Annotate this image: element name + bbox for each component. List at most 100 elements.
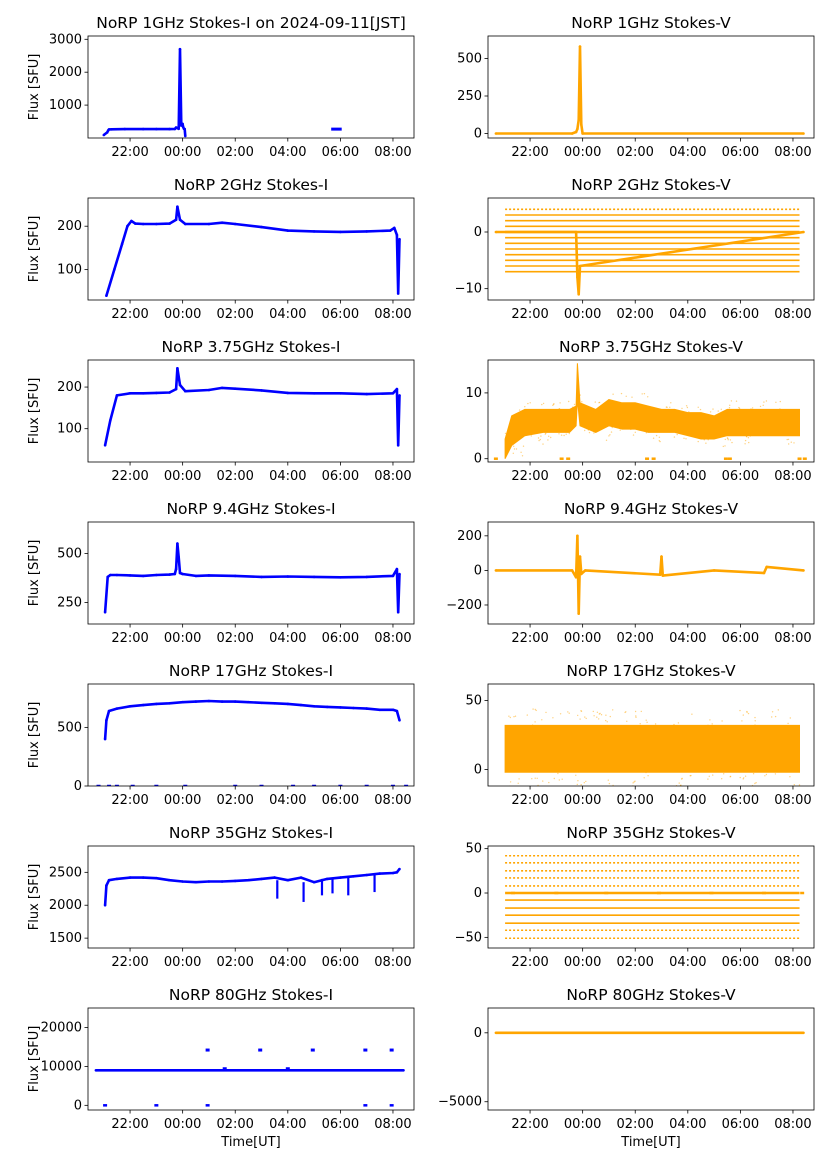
- data-point: [194, 880, 198, 884]
- data-point: [583, 782, 585, 784]
- data-point: [105, 719, 108, 722]
- data-point: [744, 443, 746, 445]
- data-point: [389, 229, 392, 232]
- data-point: [398, 867, 401, 871]
- data-point: [115, 877, 119, 881]
- data-point: [577, 293, 580, 296]
- chart-title: NoRP 9.4GHz Stokes-V: [564, 500, 739, 518]
- data-point: [233, 387, 237, 391]
- x-tick-label: 06:00: [322, 307, 359, 322]
- data-point: [141, 703, 145, 707]
- data-point: [107, 709, 111, 713]
- data-point: [751, 407, 754, 409]
- data-point: [396, 610, 400, 614]
- plot-area: [494, 45, 805, 135]
- x-tick-label: 08:00: [774, 145, 811, 160]
- data-point: [513, 448, 516, 450]
- data-point: [531, 724, 534, 726]
- data-point: [325, 705, 329, 709]
- data-point: [754, 782, 756, 785]
- data-point: [643, 393, 646, 395]
- data-point: [774, 773, 777, 775]
- x-tick-label: 02:00: [216, 793, 253, 808]
- data-point: [541, 403, 543, 406]
- data-point: [697, 440, 699, 443]
- data-point: [568, 400, 570, 403]
- data-point: [708, 775, 710, 777]
- data-point: [513, 445, 515, 447]
- data-point: [570, 569, 574, 572]
- x-tick-label: 04:00: [669, 307, 706, 322]
- data-point: [765, 773, 768, 776]
- data-point: [568, 712, 570, 714]
- data-point: [645, 719, 647, 721]
- axes-frame: [87, 683, 415, 787]
- data-point: [673, 723, 675, 726]
- data-point: [609, 715, 611, 718]
- x-tick-label: 22:00: [511, 145, 548, 160]
- data-point: [168, 391, 171, 394]
- data-point: [802, 1031, 805, 1035]
- data-point: [721, 778, 723, 780]
- x-tick-label: 22:00: [511, 631, 548, 646]
- data-point: [155, 127, 158, 131]
- chart-title: NoRP 17GHz Stokes-I: [169, 662, 333, 680]
- x-tick-label: 08:00: [774, 307, 811, 322]
- data-point: [681, 407, 683, 410]
- y-tick-label: 0: [474, 127, 482, 142]
- data-point: [765, 400, 768, 402]
- data-point: [779, 408, 781, 410]
- data-point: [793, 442, 795, 444]
- data-point: [729, 775, 732, 778]
- data-point: [570, 132, 574, 135]
- data-point: [584, 427, 587, 429]
- data-point: [619, 429, 621, 431]
- data-point: [177, 556, 180, 559]
- data-point: [507, 432, 509, 434]
- data-point: [233, 222, 237, 226]
- data-point: [593, 432, 595, 434]
- data-point: [670, 402, 672, 404]
- data-point: [712, 774, 714, 776]
- chart-panel: 0 50 22:00 00:00 02:00 04:00 06:00 08:00 NoRP 17…: [465, 662, 815, 808]
- data-point: [183, 127, 186, 131]
- data-point: [598, 401, 601, 404]
- data-point: [128, 705, 132, 708]
- data-point: [94, 1069, 98, 1072]
- data-point: [655, 434, 658, 437]
- data-point: [669, 406, 671, 408]
- data-point: [402, 1069, 405, 1072]
- plot-area: [94, 1048, 405, 1107]
- data-point: [365, 873, 369, 877]
- data-point: [588, 431, 591, 434]
- data-series: [105, 205, 401, 297]
- data-point: [398, 237, 401, 241]
- data-point: [633, 781, 635, 783]
- data-point: [605, 714, 607, 716]
- data-point: [606, 721, 608, 723]
- data-point: [742, 714, 744, 716]
- data-point: [579, 718, 581, 720]
- x-tick-label: 08:00: [774, 955, 811, 970]
- data-point: [561, 778, 563, 780]
- data-point: [518, 778, 520, 780]
- data-point: [174, 567, 178, 571]
- y-axis-label: Flux [SFU]: [27, 378, 42, 445]
- plot-area: [96, 699, 409, 786]
- data-point: [545, 432, 547, 435]
- x-tick-label: 06:00: [722, 793, 759, 808]
- data-point: [103, 444, 107, 447]
- y-tick-label: 0: [474, 225, 482, 240]
- data-point: [596, 711, 599, 713]
- data-point: [754, 724, 756, 726]
- x-tick-label: 04:00: [269, 307, 306, 322]
- y-axis-label: Flux [SFU]: [27, 216, 42, 283]
- x-tick-label: 04:00: [669, 145, 706, 160]
- data-point: [538, 439, 540, 442]
- chart-title: NoRP 80GHz Stokes-V: [566, 986, 736, 1004]
- data-point: [509, 781, 512, 783]
- data-point: [661, 574, 665, 577]
- data-point: [286, 575, 290, 578]
- data-point: [530, 435, 532, 437]
- data-point: [802, 230, 805, 234]
